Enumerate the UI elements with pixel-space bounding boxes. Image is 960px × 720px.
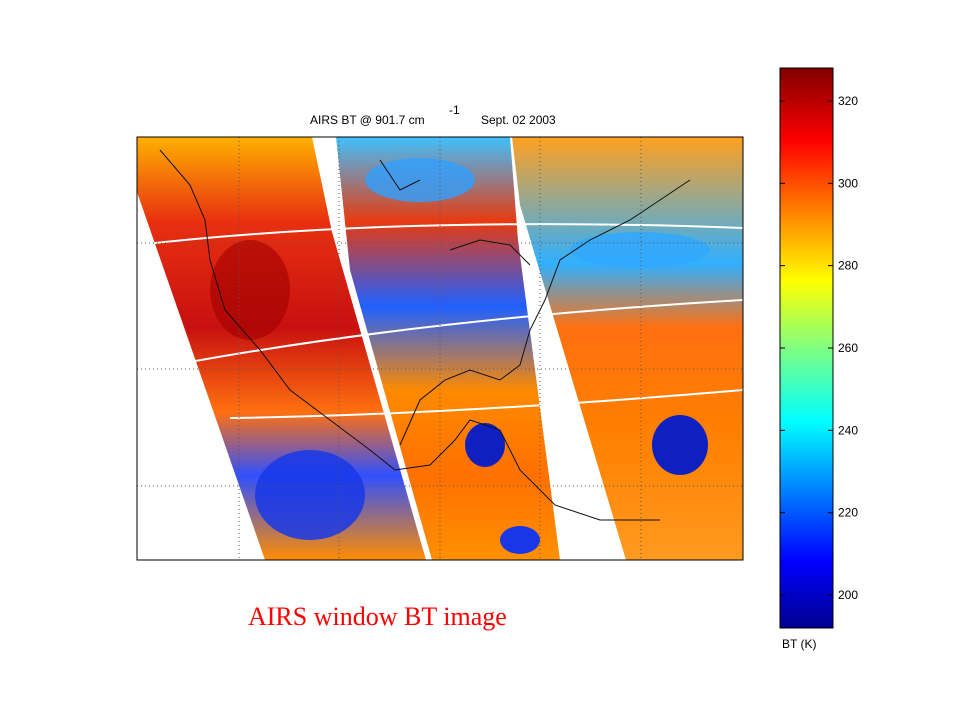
colorbar-tick-label: 320 [838, 94, 858, 108]
satellite-image [137, 137, 743, 560]
colorbar-tick-label: 280 [838, 259, 858, 273]
hot-region [210, 240, 290, 340]
map-title: AIRS BT @ 901.7 cm [310, 113, 425, 127]
colorbar-tick-label: 260 [838, 341, 858, 355]
swath [336, 137, 560, 560]
orbit-line [137, 223, 743, 246]
map-frame [136, 136, 744, 561]
colorbar-tick-label: 240 [838, 423, 858, 437]
coastline [159, 149, 691, 521]
colorbar-tick-label: 220 [838, 506, 858, 520]
cloud [255, 450, 365, 540]
hurricane [652, 415, 708, 475]
caption: AIRS window BT image [248, 602, 507, 631]
colorbar-tick-label: 200 [838, 588, 858, 602]
orbit-line [229, 389, 743, 419]
colorbar-tick-label: 300 [838, 176, 858, 190]
colorbar [779, 67, 834, 629]
orbit-line [137, 299, 743, 373]
cloud [500, 526, 540, 554]
map-date: Sept. 02 2003 [481, 113, 556, 127]
map-title-superscript: -1 [449, 103, 460, 117]
cloud [465, 423, 505, 467]
colorbar-label: BT (K) [782, 637, 816, 651]
colorbar-ticks: 200 220 240 260 280 300 320 [780, 94, 858, 602]
cloud [570, 232, 710, 268]
